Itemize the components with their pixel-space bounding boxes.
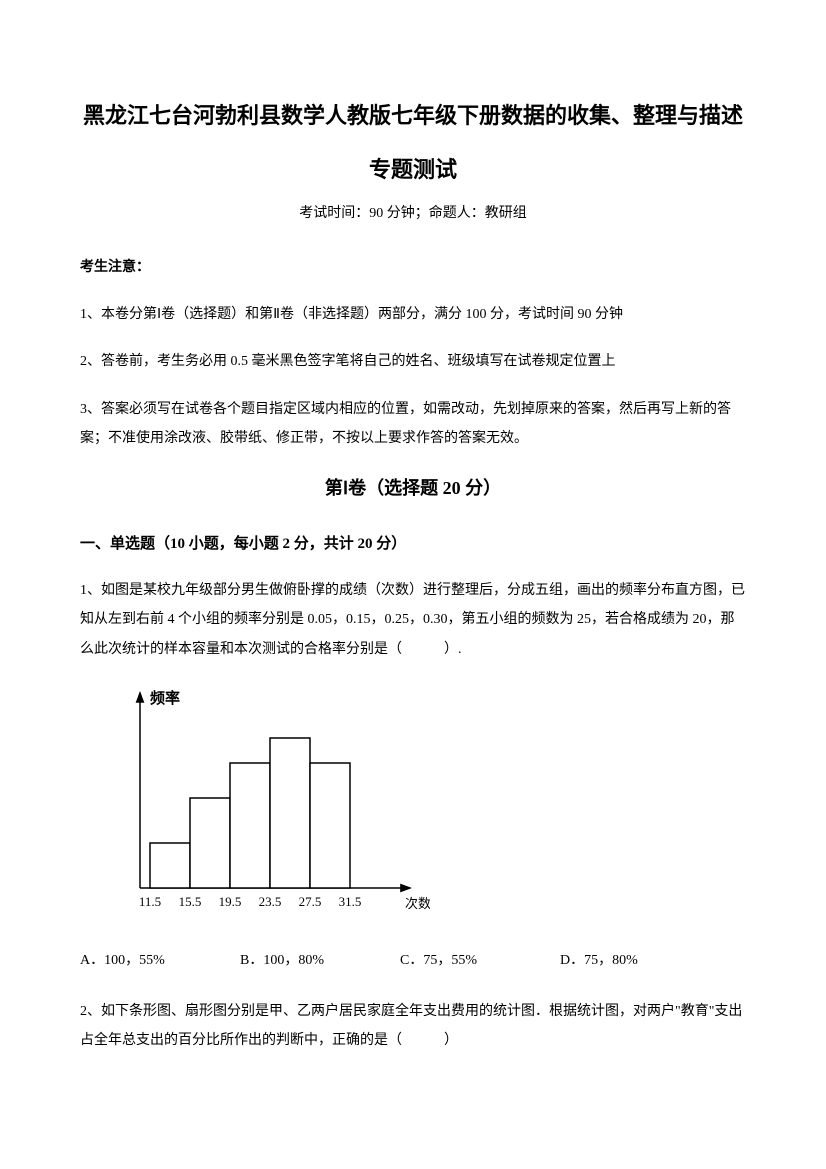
option-d: D．75，80%	[560, 948, 638, 975]
option-b: B．100，80%	[240, 948, 400, 975]
notice-item-3: 3、答案必须写在试卷各个题目指定区域内相应的位置，如需改动，先划掉原来的答案，然…	[80, 395, 746, 454]
svg-text:频率: 频率	[150, 689, 180, 707]
exam-subtitle: 考试时间：90 分钟；命题人：教研组	[80, 201, 746, 228]
notice-item-2: 2、答卷前，考生务必用 0.5 毫米黑色签字笔将自己的姓名、班级填写在试卷规定位…	[80, 347, 746, 376]
svg-text:11.5: 11.5	[139, 894, 161, 909]
svg-text:15.5: 15.5	[179, 894, 202, 909]
question-2-text: 2、如下条形图、扇形图分别是甲、乙两户居民家庭全年支出费用的统计图．根据统计图，…	[80, 997, 746, 1056]
title-line-1: 黑龙江七台河勃利县数学人教版七年级下册数据的收集、整理与描述	[80, 95, 746, 137]
section-1-header: 第Ⅰ卷（选择题 20 分）	[80, 471, 746, 505]
notice-header: 考生注意：	[80, 255, 746, 282]
svg-text:31.5: 31.5	[339, 894, 362, 909]
svg-text:27.5: 27.5	[299, 894, 322, 909]
histogram-svg: 11.5 15.5 19.5 23.5 27.5 31.5 频率次数	[90, 678, 430, 938]
histogram-chart: 11.5 15.5 19.5 23.5 27.5 31.5 频率次数	[90, 678, 430, 938]
question-type-header: 一、单选题（10 小题，每小题 2 分，共计 20 分）	[80, 530, 746, 559]
question-1-options: A．100，55% B．100，80% C．75，55% D．75，80%	[80, 948, 746, 975]
title-line-2: 专题测试	[80, 149, 746, 191]
option-c: C．75，55%	[400, 948, 560, 975]
question-1-text: 1、如图是某校九年级部分男生做俯卧撑的成绩（次数）进行整理后，分成五组，画出的频…	[80, 576, 746, 664]
notice-item-1: 1、本卷分第Ⅰ卷（选择题）和第Ⅱ卷（非选择题）两部分，满分 100 分，考试时间…	[80, 300, 746, 329]
option-a: A．100，55%	[80, 948, 240, 975]
svg-text:23.5: 23.5	[259, 894, 282, 909]
svg-text:次数: 次数	[405, 896, 430, 911]
svg-text:19.5: 19.5	[219, 894, 242, 909]
